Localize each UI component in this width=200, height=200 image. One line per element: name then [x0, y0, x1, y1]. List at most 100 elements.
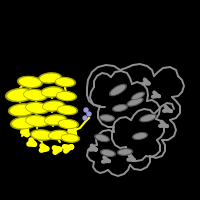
Ellipse shape [17, 76, 43, 88]
Ellipse shape [131, 92, 145, 100]
Ellipse shape [42, 101, 64, 111]
Ellipse shape [55, 91, 77, 101]
Ellipse shape [131, 92, 145, 100]
Ellipse shape [110, 84, 126, 96]
Ellipse shape [100, 149, 116, 157]
Ellipse shape [140, 114, 156, 122]
Ellipse shape [24, 102, 50, 114]
Ellipse shape [11, 117, 37, 129]
Ellipse shape [26, 103, 48, 113]
Ellipse shape [132, 132, 148, 140]
Ellipse shape [56, 105, 78, 115]
Ellipse shape [25, 115, 49, 127]
Ellipse shape [12, 117, 36, 129]
Circle shape [83, 116, 87, 120]
Ellipse shape [127, 98, 143, 106]
Ellipse shape [133, 133, 147, 139]
Ellipse shape [94, 134, 110, 142]
Ellipse shape [41, 87, 63, 97]
Ellipse shape [112, 104, 128, 112]
Ellipse shape [56, 92, 76, 100]
Ellipse shape [99, 114, 115, 122]
Ellipse shape [18, 76, 42, 88]
Ellipse shape [26, 116, 48, 126]
Ellipse shape [11, 117, 37, 129]
Ellipse shape [47, 130, 69, 140]
Ellipse shape [24, 115, 50, 127]
Ellipse shape [112, 104, 128, 112]
Ellipse shape [31, 130, 53, 140]
Ellipse shape [109, 84, 127, 96]
Ellipse shape [23, 89, 47, 101]
Ellipse shape [57, 106, 77, 114]
Ellipse shape [18, 76, 42, 88]
Ellipse shape [57, 119, 79, 129]
Ellipse shape [22, 89, 48, 101]
Ellipse shape [9, 104, 35, 116]
Ellipse shape [127, 98, 143, 106]
Ellipse shape [40, 86, 64, 98]
Ellipse shape [54, 77, 76, 87]
Ellipse shape [43, 114, 67, 126]
Ellipse shape [39, 73, 61, 83]
Ellipse shape [25, 115, 49, 127]
Ellipse shape [38, 72, 62, 84]
Ellipse shape [101, 150, 115, 156]
Ellipse shape [10, 104, 34, 116]
Ellipse shape [57, 105, 77, 115]
Ellipse shape [101, 150, 115, 156]
Ellipse shape [55, 77, 75, 87]
Ellipse shape [58, 119, 78, 129]
Ellipse shape [55, 78, 75, 86]
Ellipse shape [23, 89, 47, 101]
Ellipse shape [95, 134, 109, 142]
Ellipse shape [31, 130, 53, 140]
Ellipse shape [110, 85, 126, 95]
Ellipse shape [95, 135, 109, 141]
Ellipse shape [19, 77, 41, 87]
Ellipse shape [113, 105, 127, 111]
Ellipse shape [42, 101, 64, 111]
Ellipse shape [139, 114, 157, 122]
Circle shape [87, 112, 91, 116]
Ellipse shape [7, 89, 33, 101]
Ellipse shape [58, 120, 78, 128]
Ellipse shape [48, 130, 68, 140]
Ellipse shape [60, 134, 80, 142]
Ellipse shape [25, 102, 49, 114]
Ellipse shape [55, 91, 77, 101]
Ellipse shape [132, 92, 144, 100]
Ellipse shape [127, 98, 143, 106]
Ellipse shape [39, 73, 61, 83]
Ellipse shape [42, 101, 64, 111]
Ellipse shape [6, 88, 34, 102]
Ellipse shape [140, 114, 156, 122]
Ellipse shape [31, 130, 53, 140]
Ellipse shape [56, 91, 76, 101]
Ellipse shape [44, 115, 66, 125]
Ellipse shape [10, 116, 38, 130]
Circle shape [84, 108, 88, 112]
Ellipse shape [100, 115, 114, 121]
Ellipse shape [41, 100, 65, 112]
Ellipse shape [113, 105, 127, 111]
Ellipse shape [117, 149, 133, 155]
Ellipse shape [48, 131, 68, 139]
Ellipse shape [41, 87, 63, 97]
Ellipse shape [39, 73, 61, 83]
Ellipse shape [117, 148, 133, 156]
Ellipse shape [41, 87, 63, 97]
Ellipse shape [54, 77, 76, 87]
Ellipse shape [126, 97, 144, 107]
Ellipse shape [140, 114, 156, 122]
Ellipse shape [132, 92, 144, 100]
Ellipse shape [30, 129, 54, 141]
Ellipse shape [60, 133, 80, 143]
Ellipse shape [100, 149, 116, 157]
Ellipse shape [25, 102, 49, 114]
Ellipse shape [133, 133, 147, 139]
Ellipse shape [9, 104, 35, 116]
Ellipse shape [8, 103, 36, 117]
Ellipse shape [100, 115, 114, 121]
Ellipse shape [118, 149, 132, 155]
